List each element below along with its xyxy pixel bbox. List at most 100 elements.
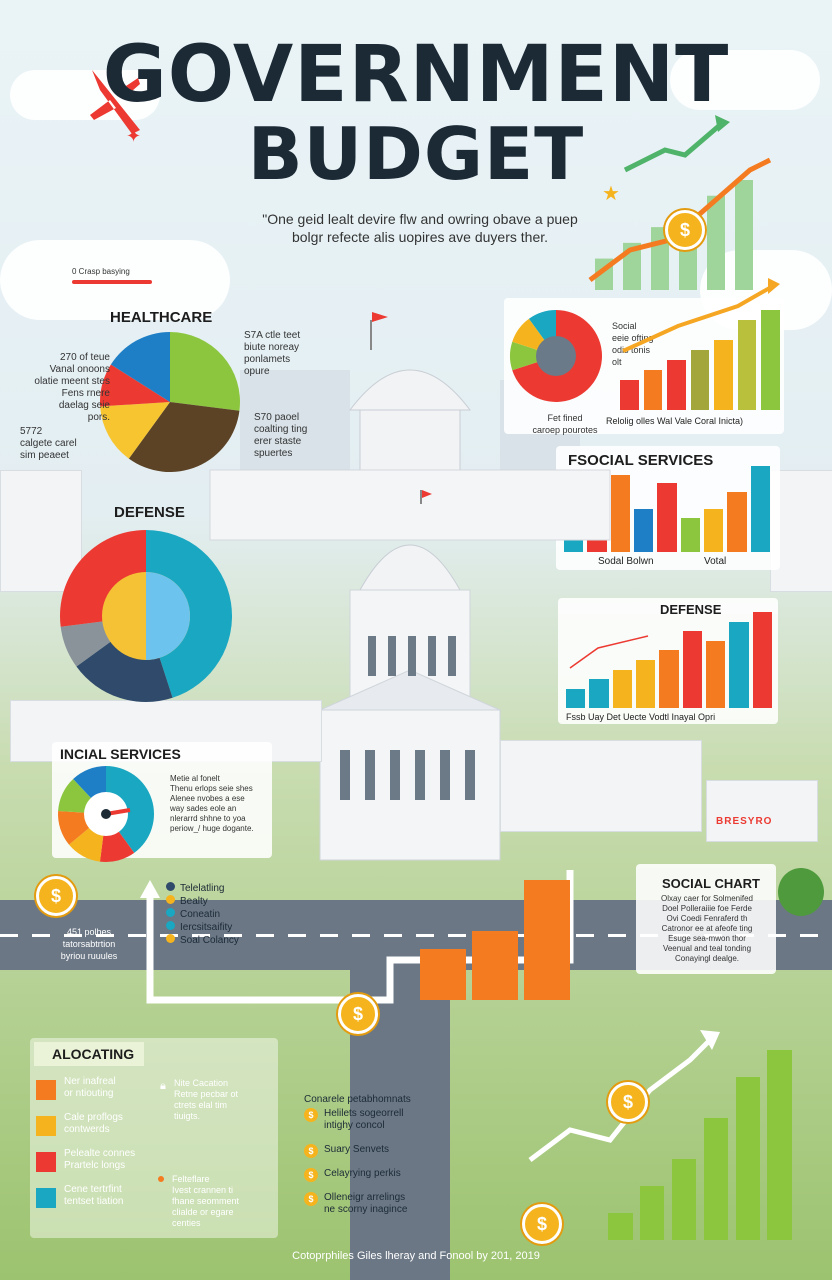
allocating-color-swatch [36, 1188, 56, 1208]
legend-dot-icon [166, 882, 175, 891]
defense-bar [729, 621, 749, 708]
cloud [670, 50, 820, 110]
healthcare-pie-slice [170, 332, 240, 411]
bottom-list-item: Helilets sogeorrell intighy concol [324, 1108, 404, 1131]
mid-legend-label: Coneatin [180, 909, 221, 920]
fsocial-bar [610, 474, 630, 552]
top-growth-chart: ★ [588, 115, 772, 290]
social-bar [643, 370, 663, 410]
subtitle: "One geid lealt devire flw and owring ob… [262, 211, 578, 245]
tree-icon [778, 868, 824, 916]
defense-bar [682, 631, 702, 708]
social-chart-panel [636, 864, 776, 974]
fsocial-bar [750, 466, 770, 552]
top-left-label: 0 Crasp basying [72, 267, 130, 276]
defense-bar [636, 660, 656, 708]
svg-text:✦: ✦ [126, 126, 141, 146]
lock-icon: 🔒︎ [160, 1080, 166, 1092]
footer: Cotoprphiles Giles lheray and Fonool by … [292, 1250, 540, 1262]
mid-legend-item: Coneatin [166, 908, 220, 920]
mid-legend-label: Bealty [180, 896, 208, 907]
mid-legend-item: Soal Colancy [166, 934, 239, 946]
dollar-coin-icon: $ [304, 1108, 318, 1122]
bottom-growth-bar [608, 1212, 633, 1240]
center-bar [524, 880, 570, 1000]
bottom-growth-bar [735, 1077, 761, 1240]
legend-dot-icon [166, 895, 175, 904]
mid-legend-label: Iercsitsaifity [180, 922, 233, 933]
bottom-list: $ Helilets sogeorrell intighy concol $ Suar… [304, 1108, 464, 1218]
bottom-growth-chart [608, 1050, 792, 1240]
dollar-coin-icon: $ [36, 876, 76, 916]
fsocial-bar [727, 491, 747, 552]
svg-text:★: ★ [602, 183, 620, 205]
flow-paths [140, 870, 574, 1004]
defense-bar-labels: Fssb Uay Det Uecte Vodtl Inayal Opri [566, 712, 716, 722]
defense-bar [706, 640, 726, 708]
mid-legend-item: Iercsitsaifity [166, 921, 232, 933]
incial-note: Metie al fonelt Thenu erlops seie shes A… [170, 774, 254, 833]
fsocial-heading: FSOCIAL SERVICES [568, 452, 714, 469]
allocating-panel [30, 1038, 278, 1238]
social-bars [620, 300, 780, 410]
social-donut-slice [510, 341, 556, 371]
incial-heading: INCIAL SERVICES [60, 746, 181, 762]
cloud [10, 70, 160, 120]
building-sign: BRESYRO [716, 816, 773, 827]
healthcare-pie-slice [110, 332, 170, 402]
mid-legend: Telelatling Bealty Coneatin Iercsitsaifity S… [166, 882, 276, 952]
dollar-coin-icon: $ [304, 1168, 318, 1182]
allocating-color-swatch [36, 1080, 56, 1100]
healthcare-pie-slice [100, 402, 170, 459]
social-bar-labels: Relolig olles Wal Vale Coral Inicta) [606, 416, 744, 426]
healthcare-note-right-1: S7A ctle teet biute noreay ponlamets opu… [244, 330, 301, 377]
allocating-color-swatch [36, 1152, 56, 1172]
fsocial-bar [704, 509, 724, 552]
legend-dot-icon [166, 908, 175, 917]
left-mid-note: 451 polhes tatorsabtrtion byriou ruuules [60, 927, 118, 961]
road-marking [0, 934, 832, 937]
mid-legend-item: Bealty [166, 895, 208, 907]
social-bar [761, 310, 780, 410]
top-growth-bar [735, 180, 753, 290]
social-chart-heading: SOCIAL CHART [662, 876, 760, 891]
incial-donut-slice [106, 766, 154, 853]
bottom-list-item: Suary Senvets [324, 1144, 390, 1155]
title-line-2: BUDGET [247, 112, 585, 196]
fsocial-bar [680, 517, 700, 552]
legend-dot-icon [166, 921, 175, 930]
social-bar [737, 320, 757, 410]
bullet-icon [158, 1176, 164, 1182]
top-growth-bar [707, 195, 725, 290]
social-bar [690, 350, 710, 410]
bottom-list-item: Olleneigr arrelings ne scorny inagince [324, 1192, 408, 1215]
defense-bar [659, 650, 679, 708]
mid-legend-item: Telelatling [166, 882, 224, 894]
healthcare-pie-slice [100, 364, 170, 407]
sparkle-icon: ✦ [108, 64, 122, 81]
social-bar [620, 380, 639, 410]
social-trend-arrow [622, 278, 780, 353]
background-building [0, 470, 82, 592]
incial-gauge-chart [58, 766, 154, 862]
social-donut-legend: Social eeie ofting odis tonis olt [612, 321, 654, 367]
center-bar-chart [420, 880, 570, 1000]
allocating-side-note-2: Felteflare Ivest crannen ti fhane seomme… [172, 1174, 240, 1228]
social-donut-caption: Fet fined caroep pourotes [532, 413, 598, 435]
allocating-item-label: Cene tertrfint tentset tiation [64, 1184, 124, 1207]
defense-bar [589, 679, 609, 708]
small-building [706, 780, 818, 842]
fsocial-label-1: Sodal Bolwn [598, 556, 654, 567]
bottom-growth-bar [703, 1117, 729, 1240]
bottom-list-item: Celayrying perkis [324, 1168, 401, 1179]
allocating-list: Ner inafreal or ntiouting Cale proflogs c… [36, 1076, 156, 1226]
capitol-building-illustration [209, 312, 611, 861]
right-wing-building [500, 740, 702, 832]
dollar-coin-icon: $ [338, 994, 378, 1034]
healthcare-pie-chart [100, 332, 240, 472]
bottom-growth-bar [671, 1158, 697, 1240]
healthcare-note-right-2: S70 paoel coalting ting erer staste spue… [254, 412, 308, 459]
defense-bar-chart [566, 612, 772, 708]
bottom-growth-bar [639, 1185, 665, 1240]
